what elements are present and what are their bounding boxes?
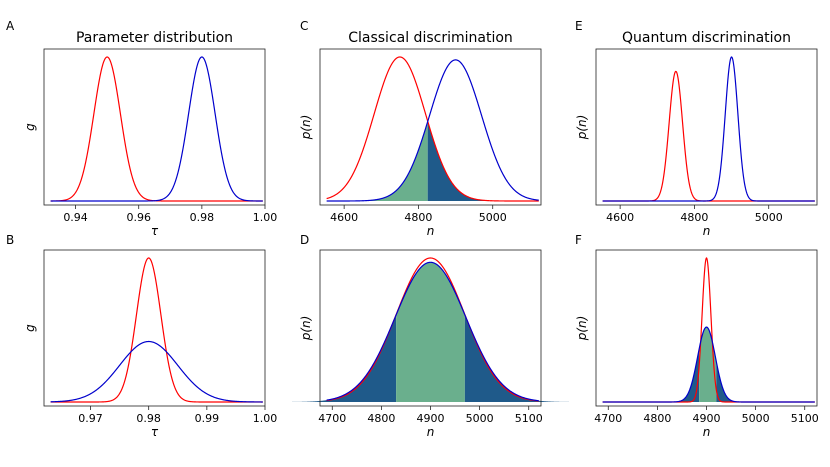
series-line-blue [326, 59, 539, 202]
tail-fill-left [671, 349, 700, 402]
axes-frame [319, 48, 542, 206]
y-axis-label: p(n) [299, 115, 313, 141]
x-tick-label: 5000 [466, 412, 494, 425]
x-tick-label: 0.97 [78, 412, 103, 425]
x-tick-label: 4700 [318, 412, 346, 425]
panel-label: C [300, 19, 308, 33]
series-line-blue [50, 56, 263, 202]
x-axis-label: n [427, 425, 435, 439]
x-tick-label: 4600 [606, 211, 634, 224]
x-axis-label: τ [151, 224, 159, 238]
series-line-red [50, 56, 263, 202]
x-tick-label: 5000 [742, 412, 770, 425]
panel-label: A [6, 19, 15, 33]
panel-title: Parameter distribution [76, 30, 233, 46]
x-tick-label: 1.00 [253, 211, 278, 224]
axes-frame [595, 48, 818, 206]
x-tick-label: 5100 [791, 412, 819, 425]
series-line-red [602, 70, 815, 202]
y-axis-label: p(n) [299, 316, 313, 342]
x-tick-label: 4800 [643, 412, 671, 425]
x-axis-label: n [703, 425, 711, 439]
panel-label: E [575, 19, 583, 33]
panel-a: 0.94 0.96 0.98 1.00 τ g Parameter distribution… [6, 19, 277, 238]
x-tick-label: 4900 [693, 412, 721, 425]
series-line-blue [326, 261, 539, 402]
series-line-red [326, 56, 539, 202]
panel-c: 4600 4800 5000 n p(n) Classical discriminatio… [299, 19, 542, 238]
y-axis-label: p(n) [575, 316, 589, 342]
panel-f: 4700 4800 4900 5000 5100 n p(n) F [575, 233, 819, 439]
panel-label: F [575, 233, 582, 247]
series-line-red [50, 257, 263, 403]
x-tick-label: 4600 [330, 211, 358, 224]
series-line-blue [602, 326, 815, 403]
series-line-blue [50, 340, 263, 403]
x-tick-label: 0.99 [195, 412, 220, 425]
x-axis-label: n [703, 224, 711, 238]
panel-e: 4600 4800 5000 n p(n) Quantum discrimination E [575, 19, 818, 238]
panel-label: B [6, 233, 14, 247]
overlap-fill-right [427, 121, 541, 201]
overlap-fill-left [320, 121, 428, 201]
x-axis-label: n [427, 224, 435, 238]
tail-fill-left [289, 314, 397, 402]
axes-frame [43, 48, 266, 206]
x-tick-label: 5100 [515, 412, 543, 425]
y-axis-label: g [23, 123, 37, 131]
x-tick-label: 4800 [367, 412, 395, 425]
tail-fill-right [716, 361, 742, 402]
y-axis-label: p(n) [575, 115, 589, 141]
x-tick-label: 4800 [404, 211, 432, 224]
x-axis-label: τ [151, 425, 159, 439]
panel-title: Quantum discrimination [622, 30, 791, 46]
x-tick-label: 0.98 [136, 412, 161, 425]
panel-label: D [300, 233, 309, 247]
panel-b: 0.97 0.98 0.99 1.00 τ g B [6, 233, 277, 439]
center-fill [396, 262, 465, 402]
x-tick-label: 5000 [755, 211, 783, 224]
x-tick-label: 1.00 [253, 412, 278, 425]
series-line-blue [602, 56, 815, 202]
tail-fill-right [464, 314, 572, 402]
axes-frame [43, 249, 266, 407]
y-axis-label: g [23, 324, 37, 332]
x-tick-label: 4900 [417, 412, 445, 425]
series-line-red [326, 257, 539, 402]
x-tick-label: 4800 [680, 211, 708, 224]
panel-d: 4700 4800 4900 5000 5100 n p(n) D [289, 233, 572, 439]
panel-title: Classical discrimination [348, 30, 513, 46]
x-tick-label: 4700 [594, 412, 622, 425]
x-tick-label: 0.96 [126, 211, 151, 224]
x-tick-label: 5000 [479, 211, 507, 224]
x-tick-label: 0.98 [190, 211, 215, 224]
x-tick-label: 0.94 [63, 211, 88, 224]
